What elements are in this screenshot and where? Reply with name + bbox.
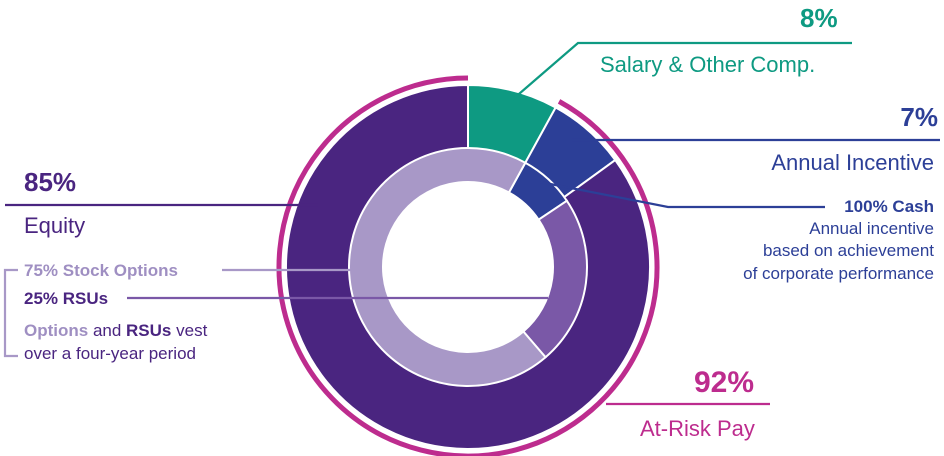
vest-line2: over a four-year period xyxy=(24,344,196,363)
incentive-desc-line3: of corporate performance xyxy=(743,264,934,283)
vest-line1: Options and RSUs vest xyxy=(24,320,207,342)
equity-bracket xyxy=(3,268,18,358)
outer-ring xyxy=(285,83,651,450)
vest-and-word: and xyxy=(88,321,127,340)
incentive-desc-line2: based on achievement xyxy=(762,241,934,260)
vest-options-word: Options xyxy=(24,321,89,340)
inner-slice-75-stock-options xyxy=(348,147,547,387)
salary-leader-line xyxy=(511,41,852,101)
options-label: 75% Stock Options xyxy=(24,261,178,280)
vest-rest-word: vest xyxy=(171,321,208,340)
vest-rsus-word: RSUs xyxy=(126,321,172,340)
inner-ring xyxy=(348,147,588,387)
incentive-label: Annual Incentive xyxy=(771,150,934,175)
equity-label: Equity xyxy=(24,213,86,238)
rsus-label: 25% RSUs xyxy=(24,289,109,308)
incentive-pct: 7% xyxy=(900,102,938,132)
salary-label: Salary & Other Comp. xyxy=(600,52,816,77)
at-risk-arc xyxy=(276,75,660,456)
salary-pct: 8% xyxy=(800,3,838,33)
cash-leader-line xyxy=(539,180,825,209)
cash-label: 100% Cash xyxy=(844,197,934,216)
incentive-desc-line1: Annual incentive xyxy=(809,219,934,238)
at-risk-label: At-Risk Pay xyxy=(640,416,755,441)
equity-pct: 85% xyxy=(24,167,77,197)
at-risk-pct: 92% xyxy=(694,366,755,399)
